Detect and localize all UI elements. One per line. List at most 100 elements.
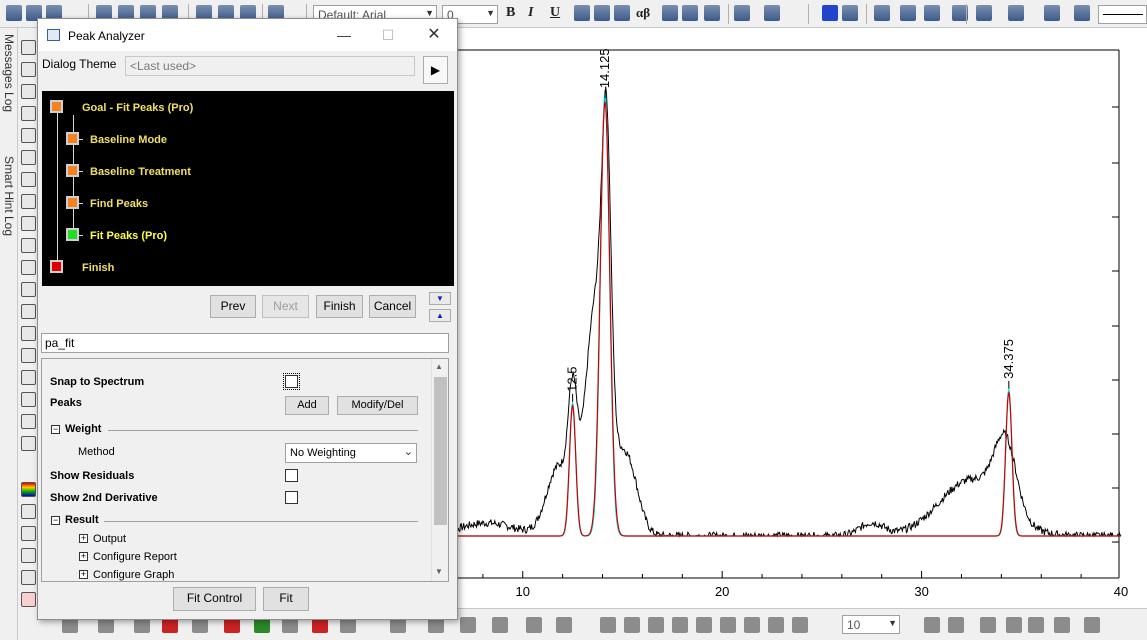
theme-menu-button[interactable]: ▶ [423,56,448,84]
set-column-values-icon[interactable] [118,5,134,21]
arrange-icon[interactable] [196,5,212,21]
supersubscript-icon[interactable] [614,5,630,21]
step-node-baseline-treatment[interactable] [66,164,79,177]
subscript-icon[interactable] [594,5,610,21]
color-bar-icon[interactable] [21,482,36,497]
peak-fit-chart[interactable]: 10 20 30 40 12.5 14.125 34.375 [457,28,1147,608]
fit-icon[interactable] [21,548,36,563]
pointer-tool-icon[interactable] [21,40,36,55]
region-selector-icon[interactable] [21,194,36,209]
increase-font-icon[interactable] [662,5,678,21]
step-node-goal[interactable] [50,100,63,113]
cylinder-icon[interactable] [744,617,760,633]
matrix-icon[interactable] [526,617,542,633]
copy-icon[interactable] [26,5,42,21]
collapse-icon[interactable]: − [51,424,60,434]
output-node-label[interactable]: Output [93,533,127,545]
add-peak-button[interactable]: Add [285,396,329,415]
layer-2-icon[interactable] [390,617,406,633]
screen-reader-icon[interactable] [21,106,36,121]
superscript-icon[interactable] [574,5,590,21]
layer-4-icon[interactable] [460,617,476,633]
expand-up-button[interactable]: ▲ [429,309,451,322]
graph-window[interactable]: 10 20 30 40 12.5 14.125 34.375 [457,28,1147,608]
cancel-button[interactable]: Cancel [369,295,416,318]
tab-messages-log[interactable]: Messages Log [2,34,16,113]
line-tool-icon[interactable] [21,304,36,319]
layer-content-icon[interactable] [900,5,916,21]
fill-color-icon[interactable] [976,5,992,21]
signal-icon[interactable] [21,570,36,585]
bold-button[interactable]: B [506,5,516,20]
configure-graph-label[interactable]: Configure Graph [93,569,175,581]
layer-3-icon[interactable] [428,617,444,633]
scale-tool-icon[interactable] [21,436,36,451]
line-icon[interactable] [62,617,78,633]
step-node-finish[interactable] [50,260,63,273]
mask-tool-icon[interactable] [21,216,36,231]
zoom-out-icon[interactable] [21,84,36,99]
cut-icon[interactable] [6,5,22,21]
font-color-icon[interactable] [764,5,780,21]
help-icon[interactable] [21,592,36,607]
line-style-icon[interactable] [1074,5,1090,21]
image-tool-icon[interactable] [21,392,36,407]
line-width-combo[interactable] [1098,5,1147,24]
stats-icon[interactable] [21,526,36,541]
duplicate-icon[interactable] [268,5,284,21]
expand-icon[interactable]: + [79,551,88,561]
pattern-icon[interactable] [1008,5,1024,21]
step-node-fit-peaks[interactable] [66,228,79,241]
polar-icon[interactable] [282,617,298,633]
rescale-icon[interactable] [1054,617,1070,633]
collapse-icon[interactable]: − [51,515,60,525]
cube-icon[interactable] [720,617,736,633]
mask-hide-icon[interactable] [1006,617,1022,633]
collapse-down-button[interactable]: ▼ [429,292,451,305]
mask-range-icon[interactable] [1028,617,1044,633]
distribute-icon[interactable] [240,5,256,21]
layer-icon[interactable] [874,5,890,21]
align-icon[interactable] [218,5,234,21]
line-symbol-icon[interactable] [134,617,150,633]
prev-button[interactable]: Prev [210,295,256,318]
lock-icon[interactable] [924,5,940,21]
next-button[interactable]: Next [262,295,309,318]
scroll-down-icon[interactable]: ▼ [435,567,443,576]
text-tool-icon[interactable] [21,238,36,253]
extract-graph-icon[interactable] [842,5,858,21]
close-icon[interactable]: ✕ [427,26,441,43]
weighting-method-select[interactable]: No Weighting ⌄ [285,443,417,463]
unmask-icon[interactable] [948,617,964,633]
template-icon[interactable] [340,617,356,633]
fit-control-button[interactable]: Fit Control [173,587,256,611]
column-icon[interactable] [162,617,178,633]
snap-to-spectrum-checkbox[interactable] [283,373,300,390]
modify-del-button[interactable]: Modify/Del [337,396,418,415]
step-node-find-peaks[interactable] [66,196,79,209]
fit-button[interactable]: Fit [263,587,309,611]
table-tool-icon[interactable] [21,260,36,275]
scrollbar-thumb[interactable] [434,377,447,525]
data-selector-icon[interactable] [21,172,36,187]
bar-3d-icon[interactable] [672,617,688,633]
step-label-finish[interactable]: Finish [82,262,115,274]
data-cursor-icon[interactable] [21,150,36,165]
more-icon[interactable] [952,5,968,21]
stock-icon[interactable] [312,617,328,633]
hand-tool-icon[interactable] [21,348,36,363]
dialog-titlebar[interactable]: Peak Analyzer — ☐ ✕ [38,19,457,51]
finish-button[interactable]: Finish [316,295,363,318]
sphere-icon[interactable] [768,617,784,633]
italic-button[interactable]: I [528,5,534,20]
decrease-font-icon[interactable] [682,5,698,21]
new-matrix-icon[interactable] [96,5,112,21]
vector-tool-icon[interactable] [21,370,36,385]
pyramid-icon[interactable] [792,617,808,633]
bar-pattern-icon[interactable] [734,5,750,21]
scroll-up-icon[interactable]: ▲ [435,362,443,371]
plot-icon[interactable] [21,504,36,519]
cone-icon[interactable] [696,617,712,633]
dialog-theme-field[interactable]: <Last used> [125,56,415,76]
clear-worksheet-icon[interactable] [162,5,178,21]
